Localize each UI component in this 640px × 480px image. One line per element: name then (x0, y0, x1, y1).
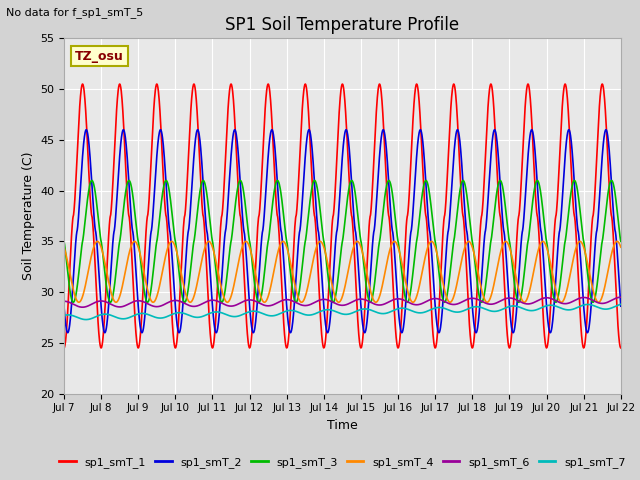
sp1_smT_7 (359, 306, 367, 312)
sp1_smT_1 (216, 242, 223, 248)
sp1_smT_7 (371, 309, 379, 314)
sp1_smT_6 (504, 295, 512, 301)
sp1_smT_2 (60, 303, 68, 309)
sp1_smT_3 (504, 231, 512, 237)
sp1_smT_6 (216, 299, 223, 305)
sp1_smT_4 (390, 239, 398, 244)
sp1_smT_4 (568, 262, 576, 268)
sp1_smT_7 (60, 312, 68, 318)
sp1_smT_2 (617, 303, 625, 309)
sp1_smT_3 (568, 185, 575, 191)
sp1_smT_1 (568, 178, 575, 183)
sp1_smT_4 (371, 299, 378, 304)
sp1_smT_4 (584, 260, 591, 266)
Y-axis label: Soil Temperature (C): Soil Temperature (C) (22, 152, 35, 280)
sp1_smT_2 (505, 292, 513, 298)
Legend: sp1_smT_1, sp1_smT_2, sp1_smT_3, sp1_smT_4, sp1_smT_6, sp1_smT_7: sp1_smT_1, sp1_smT_2, sp1_smT_3, sp1_smT… (55, 453, 630, 472)
Line: sp1_smT_1: sp1_smT_1 (64, 84, 621, 348)
sp1_smT_4 (505, 242, 513, 248)
sp1_smT_3 (617, 239, 625, 244)
Text: TZ_osu: TZ_osu (75, 50, 124, 63)
sp1_smT_6 (60, 299, 68, 304)
sp1_smT_1 (617, 345, 625, 351)
sp1_smT_4 (617, 244, 625, 250)
sp1_smT_7 (584, 301, 591, 307)
sp1_smT_6 (79, 304, 86, 310)
sp1_smT_3 (60, 239, 68, 244)
sp1_smT_7 (82, 317, 90, 323)
sp1_smT_1 (60, 345, 68, 351)
sp1_smT_1 (584, 311, 591, 316)
sp1_smT_2 (287, 330, 294, 336)
sp1_smT_7 (216, 309, 223, 315)
sp1_smT_6 (568, 299, 575, 305)
sp1_smT_1 (79, 81, 86, 87)
sp1_smT_6 (359, 296, 367, 302)
sp1_smT_3 (70, 300, 77, 305)
Line: sp1_smT_6: sp1_smT_6 (64, 297, 621, 307)
Line: sp1_smT_7: sp1_smT_7 (64, 304, 621, 320)
sp1_smT_2 (359, 324, 367, 329)
sp1_smT_7 (504, 304, 512, 310)
Title: SP1 Soil Temperature Profile: SP1 Soil Temperature Profile (225, 16, 460, 34)
sp1_smT_3 (607, 178, 615, 183)
sp1_smT_6 (371, 301, 379, 307)
sp1_smT_2 (584, 330, 591, 336)
Line: sp1_smT_2: sp1_smT_2 (64, 130, 621, 333)
sp1_smT_4 (60, 244, 68, 250)
sp1_smT_1 (504, 342, 512, 348)
sp1_smT_4 (358, 249, 366, 255)
Line: sp1_smT_3: sp1_smT_3 (64, 180, 621, 302)
sp1_smT_6 (584, 295, 591, 301)
sp1_smT_3 (359, 251, 367, 257)
sp1_smT_7 (568, 307, 575, 312)
sp1_smT_3 (371, 279, 379, 285)
Line: sp1_smT_4: sp1_smT_4 (64, 241, 621, 302)
sp1_smT_6 (617, 294, 625, 300)
Text: No data for f_sp1_smT_5: No data for f_sp1_smT_5 (6, 7, 143, 18)
sp1_smT_1 (359, 337, 367, 343)
sp1_smT_2 (268, 127, 276, 132)
sp1_smT_2 (568, 147, 576, 153)
sp1_smT_4 (216, 275, 223, 281)
sp1_smT_4 (409, 300, 417, 305)
sp1_smT_7 (617, 301, 625, 307)
sp1_smT_1 (371, 138, 379, 144)
sp1_smT_3 (584, 269, 591, 275)
sp1_smT_3 (216, 294, 223, 300)
sp1_smT_2 (371, 219, 379, 225)
X-axis label: Time: Time (327, 419, 358, 432)
sp1_smT_2 (216, 312, 223, 317)
